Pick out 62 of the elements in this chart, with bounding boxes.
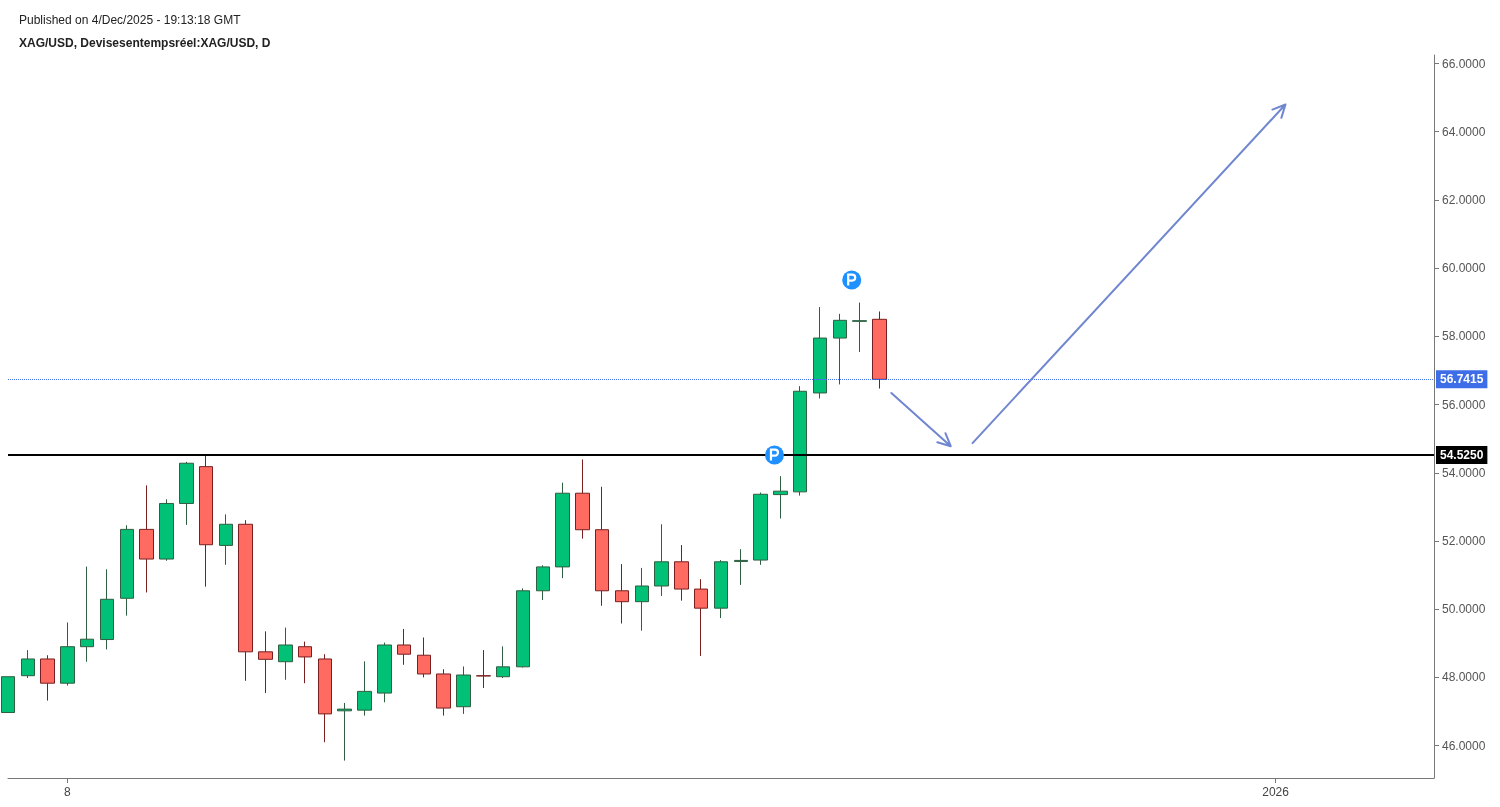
ref-line-label: 54.5250 [1440, 448, 1484, 463]
y-tick-label: 54.0000 [1442, 465, 1486, 480]
candlestick [1, 676, 15, 714]
candlestick [179, 461, 194, 526]
candlestick [773, 475, 788, 519]
candlestick [120, 524, 134, 617]
candlestick [40, 654, 55, 702]
candlestick [397, 628, 411, 666]
candlestick [139, 484, 154, 593]
candlestick [456, 665, 471, 715]
candlestick [377, 642, 392, 703]
candlestick [278, 627, 293, 681]
candlestick [80, 566, 94, 663]
chart-title: XAG/USD, Devisesentempsréel:XAG/USD, D [19, 36, 271, 50]
candlestick [734, 548, 748, 586]
candlestick [694, 578, 708, 657]
candlestick [714, 559, 728, 619]
y-tick-label: 58.0000 [1442, 329, 1486, 344]
candlestick [635, 567, 649, 632]
candlestick [219, 513, 233, 566]
y-tick-label: 48.0000 [1442, 670, 1486, 685]
candlestick [615, 563, 629, 625]
candlestick [436, 668, 451, 717]
candlestick [813, 306, 827, 399]
y-tick-label: 50.0000 [1442, 602, 1486, 617]
candlestick [496, 645, 510, 679]
candlestick [318, 653, 332, 743]
ref-line-label: 56.7415 [1440, 372, 1484, 387]
candlestick [793, 385, 807, 497]
candlestick [298, 641, 312, 684]
candlestick [872, 310, 887, 390]
y-tick-label: 64.0000 [1442, 124, 1486, 139]
y-tick-label: 60.0000 [1442, 261, 1486, 276]
candlestick [575, 458, 590, 540]
text: Published on 4/Dec/2025 - 19:13:18 GMT [19, 13, 242, 27]
candlestick [258, 630, 273, 694]
candlestick [100, 568, 114, 650]
candlestick [60, 621, 75, 687]
candlestick [199, 454, 213, 588]
y-tick-label: 62.0000 [1442, 192, 1486, 207]
candlestick [337, 702, 352, 762]
candlestick [21, 649, 35, 679]
candlestick [417, 636, 431, 678]
x-tick-label: 8 [64, 785, 72, 799]
candlestick [852, 302, 867, 353]
candlestick [238, 519, 253, 682]
candlestick [516, 587, 530, 668]
y-tick-label: 66.0000 [1442, 56, 1486, 71]
candlestick [753, 492, 768, 566]
candlestick [555, 482, 570, 579]
candlestick [595, 486, 609, 607]
candlestick [536, 564, 550, 601]
candlestick [674, 544, 689, 602]
candlestick [159, 498, 174, 562]
y-tick-label: 46.0000 [1442, 738, 1486, 753]
x-tick-label: 2026 [1262, 785, 1290, 799]
y-tick-label: 56.0000 [1442, 397, 1486, 412]
candlestick [654, 523, 669, 597]
candlestick [476, 649, 491, 689]
candlestick [357, 660, 372, 717]
candlestick [833, 313, 847, 385]
y-tick-label: 52.0000 [1442, 533, 1486, 548]
